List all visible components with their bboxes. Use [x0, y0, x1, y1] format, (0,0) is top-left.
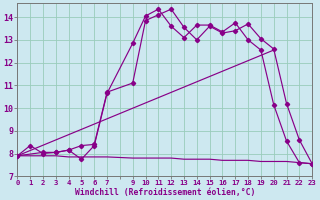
X-axis label: Windchill (Refroidissement éolien,°C): Windchill (Refroidissement éolien,°C) [75, 188, 255, 197]
